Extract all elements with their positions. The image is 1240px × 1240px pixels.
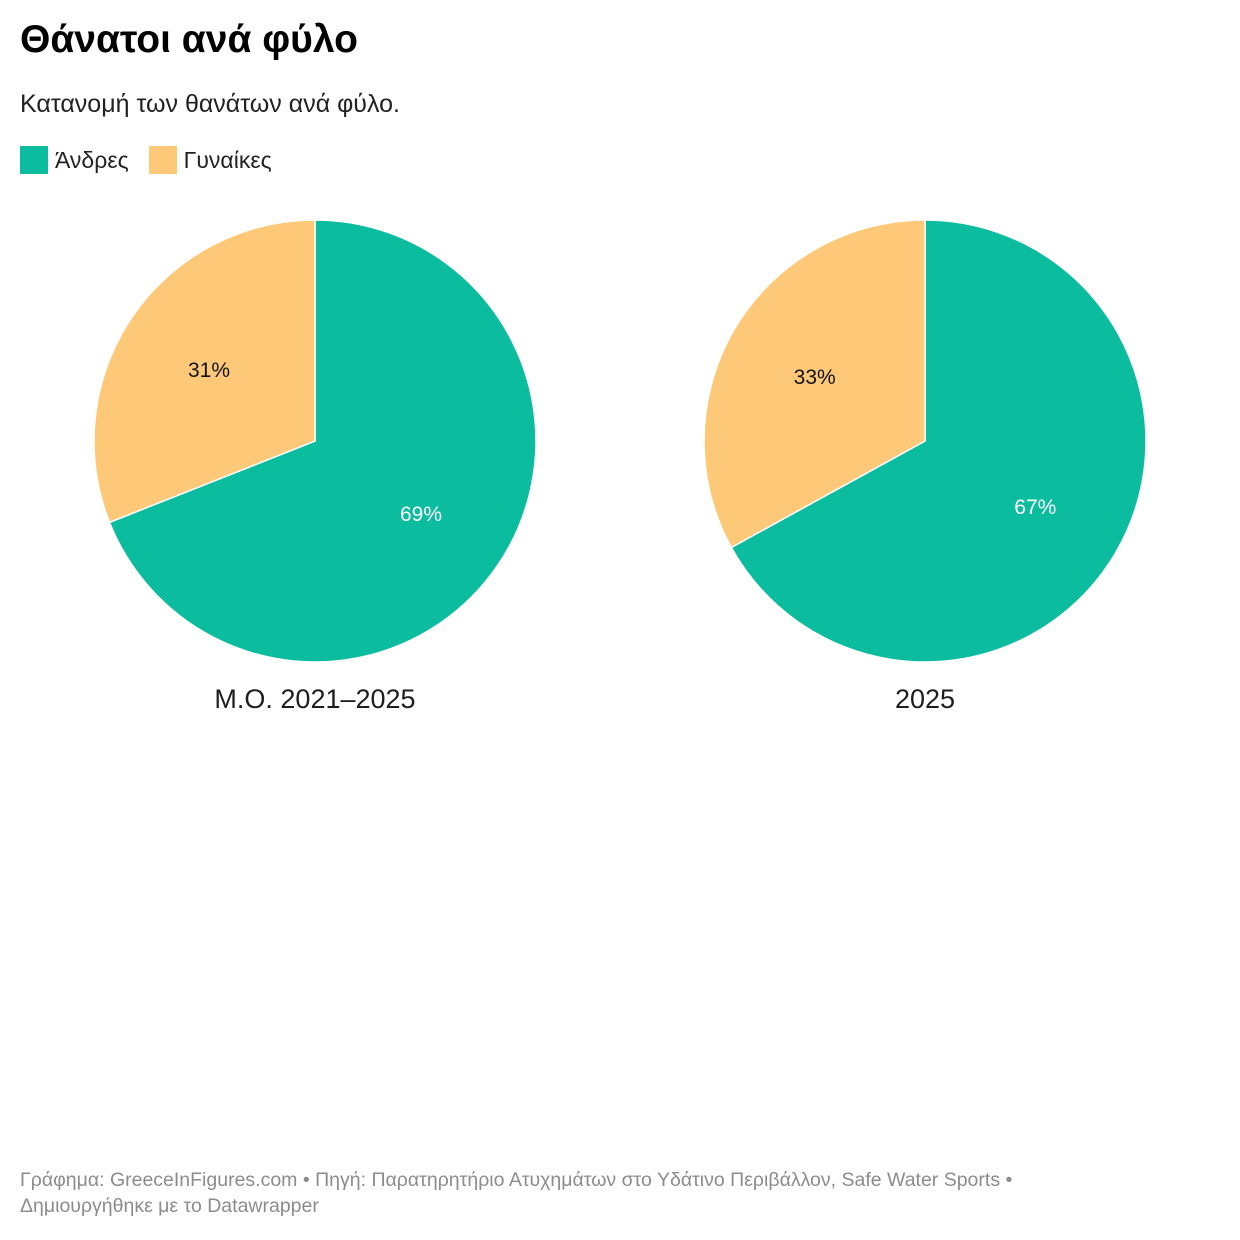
footer-credits: Γράφημα: GreeceInFigures.com • Πηγή: Παρ… bbox=[20, 1169, 1013, 1191]
legend-label-men: Άνδρες bbox=[55, 146, 129, 173]
pie-chart-1: 69% 31% Μ.Ο. 2021–2025 bbox=[93, 219, 537, 714]
pie-title-1: Μ.Ο. 2021–2025 bbox=[214, 684, 415, 714]
legend-label-women: Γυναίκες bbox=[183, 146, 272, 173]
pie-label-women-1: 31% bbox=[188, 359, 230, 382]
pie-charts: 69% 31% Μ.Ο. 2021–2025 67% 33% 2025 bbox=[93, 219, 1147, 714]
legend: Άνδρες Γυναίκες bbox=[20, 146, 292, 174]
legend-item-men: Άνδρες bbox=[20, 146, 129, 174]
pie-slice-men-1 bbox=[108, 219, 537, 663]
footer: Γράφημα: GreeceInFigures.com • Πηγή: Παρ… bbox=[20, 1167, 1200, 1219]
legend-item-women: Γυναίκες bbox=[148, 146, 272, 174]
pie-slice-women-2 bbox=[703, 219, 926, 549]
pie-title-2: 2025 bbox=[895, 684, 955, 714]
legend-swatch-men bbox=[20, 146, 48, 174]
pie-label-men-1: 69% bbox=[400, 503, 442, 526]
pie-slice-men-2 bbox=[730, 219, 1147, 663]
legend-swatch-women bbox=[148, 146, 177, 174]
pie-slice-women-1 bbox=[93, 219, 316, 524]
pie-chart-2: 67% 33% 2025 bbox=[703, 219, 1147, 714]
chart-subtitle: Κατανομή των θανάτων ανά φύλο. bbox=[20, 90, 400, 118]
chart-title: Θάνατοι ανά φύλο bbox=[20, 18, 358, 61]
pie-label-men-2: 67% bbox=[1014, 496, 1056, 519]
footer-tool-note: Δημιουργήθηκε με το Datawrapper bbox=[20, 1195, 319, 1217]
pie-label-women-2: 33% bbox=[794, 366, 836, 389]
